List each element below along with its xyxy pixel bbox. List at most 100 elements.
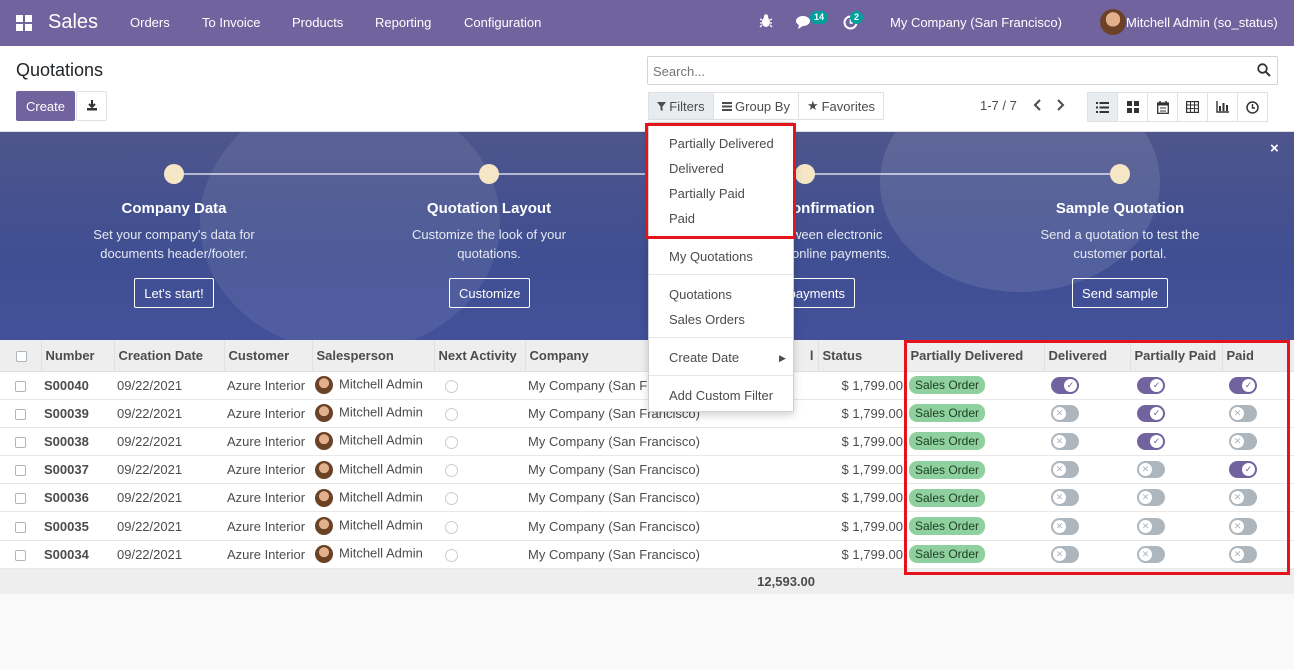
filter-quotations[interactable]: Quotations	[669, 287, 732, 302]
customize-button[interactable]: Customize	[449, 278, 530, 308]
table-row[interactable]: S00040 09/22/2021 Azure Interior Mitchell A…	[0, 371, 1294, 400]
menu-orders[interactable]: Orders	[130, 15, 170, 30]
favorites-button[interactable]: ★ Favorites	[798, 92, 884, 120]
partially-paid-toggle[interactable]: ✕	[1229, 404, 1257, 422]
partially-delivered-toggle[interactable]: ✓	[1051, 376, 1079, 394]
partially-delivered-toggle[interactable]: ✕	[1051, 461, 1079, 479]
menu-products[interactable]: Products	[292, 15, 344, 30]
pager-value[interactable]: 1-7 / 7	[980, 98, 1017, 113]
search-bar[interactable]	[647, 56, 1278, 85]
create-button[interactable]: Create	[16, 91, 75, 121]
send-sample-button[interactable]: Send sample	[1072, 278, 1168, 308]
filter-create-date[interactable]: Create Date	[669, 350, 740, 365]
delivered-toggle[interactable]: ✓	[1137, 376, 1165, 394]
menu-reporting[interactable]: Reporting	[375, 15, 432, 30]
search-input[interactable]	[653, 62, 1233, 80]
group-by-button[interactable]: Group By	[713, 92, 799, 120]
partially-delivered-toggle[interactable]: ✕	[1051, 489, 1079, 507]
column-status[interactable]: Status	[817, 340, 906, 372]
user-avatar[interactable]	[1100, 9, 1126, 35]
row-select[interactable]	[0, 540, 41, 569]
column-number[interactable]: Number	[40, 340, 114, 372]
row-checkbox[interactable]	[15, 380, 26, 392]
column-next-activity[interactable]: Next Activity	[433, 340, 525, 372]
delivered-toggle[interactable]: ✕	[1137, 489, 1165, 507]
partially-paid-toggle[interactable]: ✕	[1229, 545, 1257, 563]
row-select[interactable]	[0, 483, 41, 513]
download-button[interactable]	[76, 91, 107, 121]
search-icon[interactable]	[1257, 63, 1271, 77]
select-all-checkbox[interactable]	[16, 350, 27, 362]
delivered-toggle[interactable]: ✓	[1137, 433, 1165, 450]
pivot-view-icon[interactable]	[1177, 92, 1208, 122]
graph-view-icon[interactable]	[1207, 92, 1238, 122]
pager-next-icon[interactable]	[1055, 98, 1065, 114]
filters-button[interactable]: Filters	[648, 92, 714, 120]
messages-icon[interactable]	[796, 15, 813, 33]
activity-clock-icon[interactable]	[445, 379, 458, 393]
row-select[interactable]	[0, 371, 41, 400]
filter-partially-paid[interactable]: Partially Paid	[669, 186, 745, 201]
filter-my-quotations[interactable]: My Quotations	[669, 249, 753, 264]
activity-clock-icon[interactable]	[445, 492, 458, 506]
debug-bug-icon[interactable]	[759, 13, 773, 32]
app-title[interactable]: Sales	[48, 11, 99, 33]
row-select[interactable]	[0, 399, 41, 428]
row-select[interactable]	[0, 427, 41, 457]
user-menu[interactable]: Mitchell Admin (so_status)	[1126, 15, 1278, 30]
row-checkbox[interactable]	[15, 521, 26, 533]
column-delivered[interactable]: Delivered	[1043, 340, 1130, 372]
filter-partially-delivered[interactable]: Partially Delivered	[669, 136, 774, 151]
row-select[interactable]	[0, 455, 41, 485]
table-row[interactable]: S00035 09/22/2021 Azure Interior Mitchell A…	[0, 511, 1294, 541]
partially-paid-toggle[interactable]: ✕	[1229, 517, 1257, 535]
apps-menu-icon[interactable]	[16, 15, 32, 31]
activity-clock-icon[interactable]	[445, 407, 458, 421]
pager-previous-icon[interactable]	[1033, 98, 1043, 114]
close-icon[interactable]: ×	[1270, 140, 1279, 157]
lets-start-button[interactable]: Let's start!	[134, 278, 214, 308]
activity-clock-icon[interactable]	[445, 520, 458, 534]
partially-paid-toggle[interactable]: ✓	[1229, 461, 1257, 479]
partially-delivered-toggle[interactable]: ✕	[1051, 404, 1079, 422]
column-paid[interactable]: Paid	[1221, 340, 1294, 372]
row-checkbox[interactable]	[15, 549, 26, 561]
partially-paid-toggle[interactable]: ✕	[1229, 433, 1257, 450]
column-creation-date[interactable]: Creation Date	[113, 340, 224, 372]
delivered-toggle[interactable]: ✓	[1137, 404, 1165, 422]
menu-to-invoice[interactable]: To Invoice	[202, 15, 261, 30]
partially-delivered-toggle[interactable]: ✕	[1051, 545, 1079, 563]
column-salesperson[interactable]: Salesperson	[311, 340, 434, 372]
row-checkbox[interactable]	[15, 465, 26, 477]
column-partially-paid[interactable]: Partially Paid	[1129, 340, 1222, 372]
menu-configuration[interactable]: Configuration	[464, 15, 542, 30]
table-row[interactable]: S00039 09/22/2021 Azure Interior Mitchell A…	[0, 399, 1294, 428]
company-switcher[interactable]: My Company (San Francisco)	[890, 15, 1062, 30]
add-custom-filter[interactable]: Add Custom Filter	[669, 388, 774, 403]
filter-sales-orders[interactable]: Sales Orders	[669, 312, 745, 327]
activity-view-icon[interactable]	[1237, 92, 1268, 122]
kanban-view-icon[interactable]	[1117, 92, 1148, 122]
list-view-icon[interactable]	[1087, 92, 1118, 122]
row-checkbox[interactable]	[15, 408, 26, 420]
filter-delivered[interactable]: Delivered	[669, 161, 724, 176]
delivered-toggle[interactable]: ✕	[1137, 461, 1165, 479]
activity-clock-icon[interactable]	[445, 464, 458, 478]
column-partially-delivered[interactable]: Partially Delivered	[905, 340, 1044, 372]
activity-clock-icon[interactable]	[445, 548, 458, 562]
partially-delivered-toggle[interactable]: ✕	[1051, 517, 1079, 535]
row-select[interactable]	[0, 511, 41, 541]
calendar-view-icon[interactable]	[1147, 92, 1178, 122]
column-customer[interactable]: Customer	[223, 340, 312, 372]
table-row[interactable]: S00037 09/22/2021 Azure Interior Mitchell A…	[0, 455, 1294, 485]
filter-paid[interactable]: Paid	[669, 211, 696, 226]
partially-delivered-toggle[interactable]: ✕	[1051, 433, 1079, 450]
partially-paid-toggle[interactable]: ✕	[1229, 489, 1257, 507]
partially-paid-toggle[interactable]: ✓	[1229, 376, 1257, 394]
table-row[interactable]: S00036 09/22/2021 Azure Interior Mitchell A…	[0, 483, 1294, 513]
row-checkbox[interactable]	[15, 493, 26, 505]
activity-clock-icon[interactable]	[445, 436, 458, 449]
table-row[interactable]: S00034 09/22/2021 Azure Interior Mitchell A…	[0, 540, 1294, 569]
delivered-toggle[interactable]: ✕	[1137, 517, 1165, 535]
delivered-toggle[interactable]: ✕	[1137, 545, 1165, 563]
